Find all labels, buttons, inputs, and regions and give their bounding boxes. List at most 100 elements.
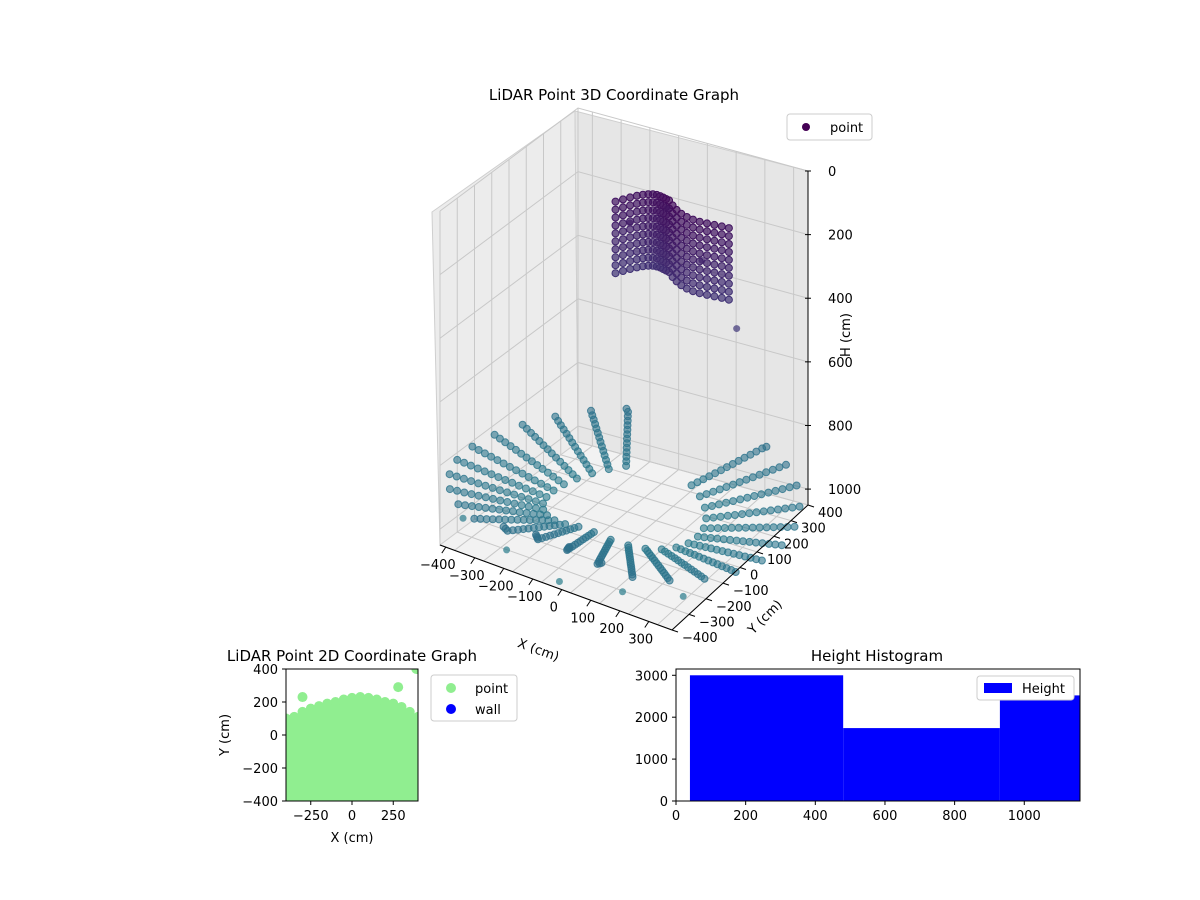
point-3d [527,457,536,466]
point-3d [695,281,704,290]
point-3d [720,524,729,532]
x-axis-label-2d: X (cm) [331,831,374,846]
point-3d [741,523,750,532]
point-3d [470,514,479,523]
point-3d [522,509,531,517]
point-3d [792,481,801,490]
point-3d [480,467,489,476]
point-3d [757,490,766,499]
x-tick-3d [644,621,650,628]
z-tick-label-3d: 800 [828,419,853,434]
point-3d [480,449,489,458]
x-tick-label-hist: 200 [733,809,758,824]
point-3d [726,535,735,544]
point-3d [771,486,780,495]
legend-3d-box [786,113,873,141]
point-3d [768,465,777,474]
point-3d [729,497,738,506]
point-3d [695,273,704,282]
point-3d [703,290,711,299]
point-3d [710,276,719,285]
histogram-bar [843,728,1000,801]
point-3d [619,243,627,252]
point-3d [722,498,731,507]
point-3d [511,445,520,454]
point-3d [710,244,719,253]
point-3d [528,487,537,496]
point-3d [626,209,635,218]
point-3d [495,434,504,443]
point-3d [517,501,526,510]
point-3d [724,287,733,296]
point-3d [752,447,761,456]
y-tick-label-3d: 300 [801,522,826,537]
point-3d [445,485,454,494]
point-3d [531,497,540,506]
y-tick-3d [756,551,764,555]
point-3d [611,261,620,270]
point-3d [771,540,780,549]
x-tick-3d [470,557,476,565]
point-3d [717,293,726,302]
y-tick-label-3d: −400 [682,631,718,646]
x-tick-3d [586,599,592,607]
point-3d [510,499,519,508]
point-3d [766,506,775,515]
point-3d [717,286,726,294]
y-tick-label-3d: −100 [733,584,769,599]
point-3d [788,503,797,512]
point-3d [717,254,726,263]
point-3d [490,430,499,439]
legend-hist-box [976,675,1075,701]
x-tick-label-2d: 0 [348,809,356,824]
point-3d [487,452,496,461]
point-3d [724,232,733,241]
point-3d [611,213,620,222]
y-tick-3d [688,613,696,617]
point-3d [611,269,620,278]
grid-line-h [439,171,809,276]
point-3d [663,205,671,213]
point-3d [750,492,759,500]
plot-3d: LiDAR Point 3D Coordinate Graph −400−300… [420,86,873,665]
point-3d [710,260,719,269]
point-3d [699,524,708,533]
point-3d [724,248,733,256]
point-3d [611,237,620,246]
point-3d [710,252,719,261]
y-tick-label-2d: −400 [242,795,278,810]
point-3d [619,251,627,260]
point-3d [619,235,627,244]
point-3d [693,532,702,541]
z-tick-label-3d: 1000 [828,483,861,498]
point-3d [703,243,711,252]
point-3d [481,503,490,512]
point-3d [626,257,635,266]
point-3d [611,205,620,214]
point-3d [453,486,462,495]
point-2d [347,692,357,703]
y-axis-label-2d: Y (cm) [218,714,233,757]
histogram-frame [675,668,1081,802]
y-tick-label-3d: −300 [699,615,735,630]
point-3d [505,462,514,471]
point-3d [453,455,462,464]
point-3d [703,235,711,244]
grid-line-y [560,454,792,522]
y-tick-label-hist: 3000 [635,669,668,684]
point-3d [790,522,799,531]
point-3d [735,478,744,487]
point-3d [679,592,687,600]
point-2d [305,703,316,714]
point-3d [708,502,716,510]
point-3d [695,241,704,250]
point-3d [689,215,697,224]
point-3d [510,490,519,499]
point-3d [559,480,568,489]
point-3d [515,481,523,490]
point-3d [698,256,706,264]
point-3d [703,275,711,283]
grid-line-y [457,531,690,615]
point-3d [473,464,482,473]
point-3d [774,505,782,514]
